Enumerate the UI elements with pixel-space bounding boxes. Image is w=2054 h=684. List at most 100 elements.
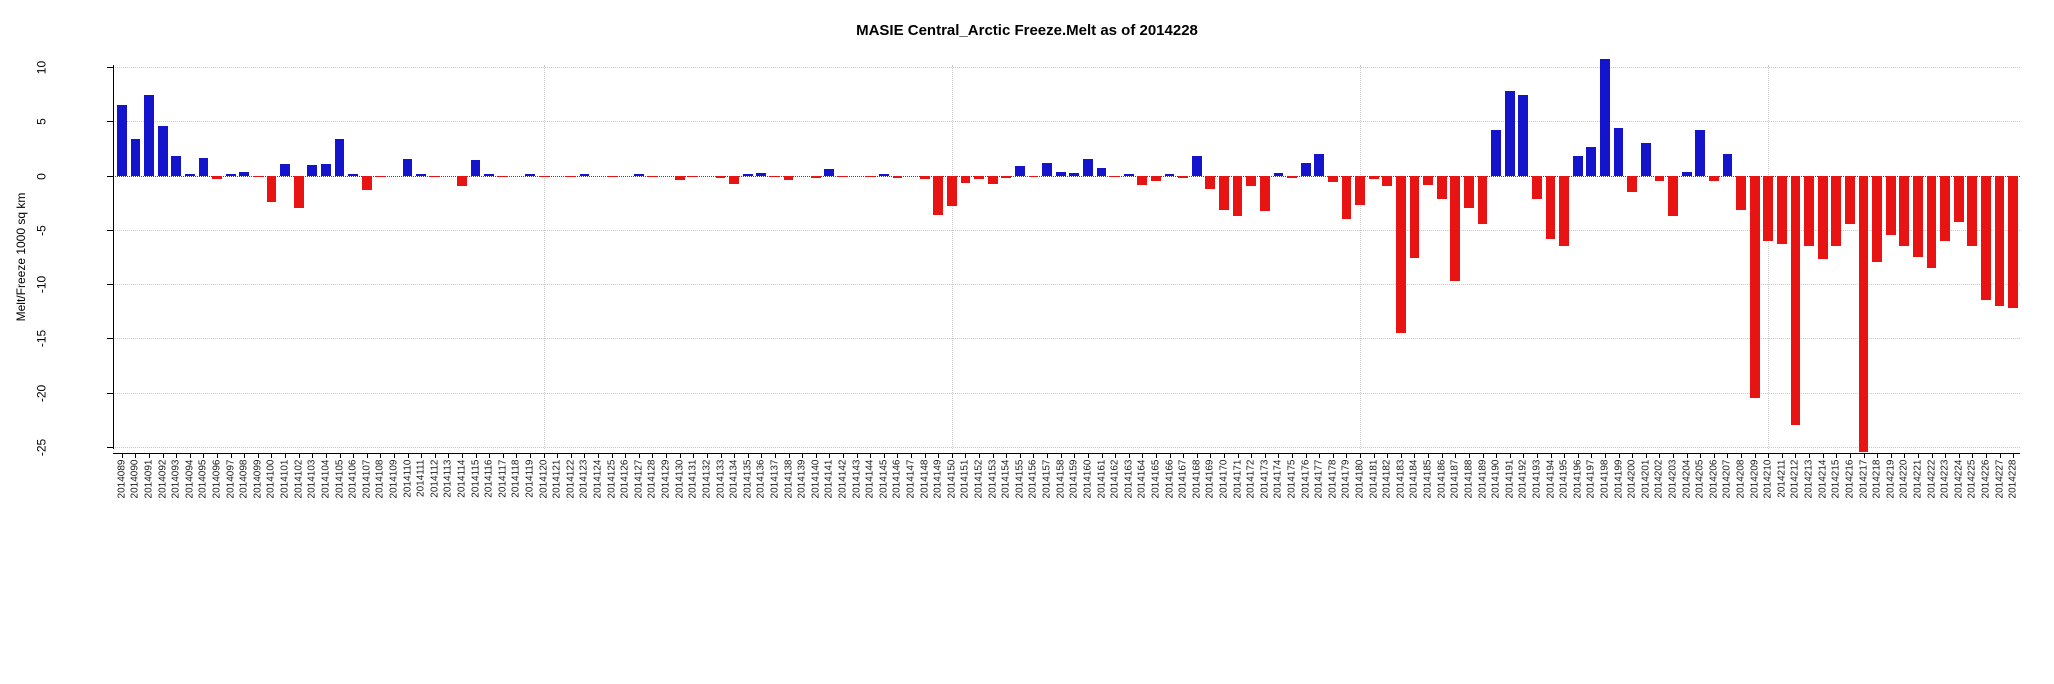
x-tick [1509,454,1511,458]
x-tick [979,454,981,458]
bar [783,175,794,180]
x-tick-label: 2014173 [1259,459,1271,499]
bar [892,175,903,178]
x-tick [557,454,559,458]
x-tick [257,454,259,458]
x-tick [380,454,382,458]
y-tick-label: 10 [34,60,49,75]
x-tick-label: 2014165 [1150,459,1162,499]
x-tick [1713,454,1715,458]
bar [1069,173,1080,176]
bar [484,174,495,176]
x-tick-label: 2014192 [1517,459,1529,499]
x-tick-label: 2014120 [538,459,550,499]
bar [1123,174,1134,176]
x-tick-label: 2014139 [796,459,808,499]
x-tick [706,454,708,458]
x-tick [244,454,246,458]
bar [1137,175,1148,186]
x-tick [1768,454,1770,458]
h-gridline [115,67,2020,68]
x-tick-label: 2014167 [1177,459,1189,499]
bar [1953,175,1964,223]
v-gridline [1360,65,1362,449]
bar [1559,175,1570,247]
bar [1668,175,1678,216]
x-tick [1278,454,1280,458]
x-tick [1890,454,1892,458]
x-tick [1087,454,1089,458]
y-tick [107,121,113,123]
bar [1872,175,1883,263]
x-tick-label: 2014107 [361,459,373,499]
bar [987,175,998,185]
bar [538,175,549,177]
bar [1423,175,1433,186]
y-tick-label: -10 [34,275,49,294]
x-tick-label: 2014207 [1721,459,1733,499]
x-tick [883,454,885,458]
x-tick [598,454,600,458]
x-tick [1468,454,1470,458]
x-tick-label: 2014178 [1327,459,1339,499]
x-tick-label: 2014119 [524,459,536,498]
x-tick-label: 2014153 [987,459,999,499]
x-tick [1523,454,1525,458]
bar [1654,175,1665,181]
x-tick-label: 2014156 [1027,459,1039,499]
x-tick-label: 2014129 [660,459,672,499]
bar [919,175,930,179]
bar [1409,175,1420,259]
x-tick-label: 2014228 [2007,459,2019,499]
x-tick-label: 2014128 [646,459,658,499]
bar [321,163,331,176]
bar [1042,162,1052,176]
x-tick-label: 2014122 [565,459,577,499]
x-tick-label: 2014174 [1272,459,1284,499]
x-tick [1604,454,1606,458]
y-tick [107,446,113,448]
bar [1164,174,1175,176]
x-tick-label: 2014172 [1245,459,1257,499]
x-tick-label: 2014181 [1368,459,1380,499]
x-tick-label: 2014199 [1613,459,1625,499]
bar [565,175,576,177]
x-tick-label: 2014142 [837,459,849,499]
bar [810,175,821,178]
x-tick [1917,454,1919,458]
bar [756,173,767,176]
bar [1913,175,1923,257]
x-tick [1577,454,1579,458]
bar [933,175,944,215]
x-tick-label: 2014121 [551,459,563,499]
x-tick-label: 2014224 [1953,459,1965,499]
x-tick [1809,454,1811,458]
bar [525,174,535,176]
bar [1518,95,1529,176]
x-tick-label: 2014183 [1395,459,1407,499]
x-tick [1047,454,1049,458]
bar [1450,175,1461,281]
x-tick [271,454,273,458]
bar [416,174,427,176]
x-tick-label: 2014168 [1191,459,1203,499]
x-tick-label: 2014186 [1436,459,1448,499]
x-tick-label: 2014212 [1789,459,1801,499]
bar [1899,175,1910,247]
x-tick-label: 2014180 [1354,459,1366,499]
x-tick-label: 2014144 [864,459,876,499]
x-tick-label: 2014200 [1626,459,1638,499]
x-tick-label: 2014217 [1858,459,1870,499]
x-tick-label: 2014214 [1817,459,1829,499]
v-gridline [951,65,953,449]
x-tick-label: 2014208 [1735,459,1747,499]
x-tick [1264,454,1266,458]
x-tick [1115,454,1117,458]
bar [1940,175,1951,241]
bar [130,138,141,176]
x-tick [734,454,736,458]
bar [1736,175,1746,211]
x-tick [1836,454,1838,458]
x-tick-label: 2014134 [728,459,740,499]
y-tick [107,338,113,340]
